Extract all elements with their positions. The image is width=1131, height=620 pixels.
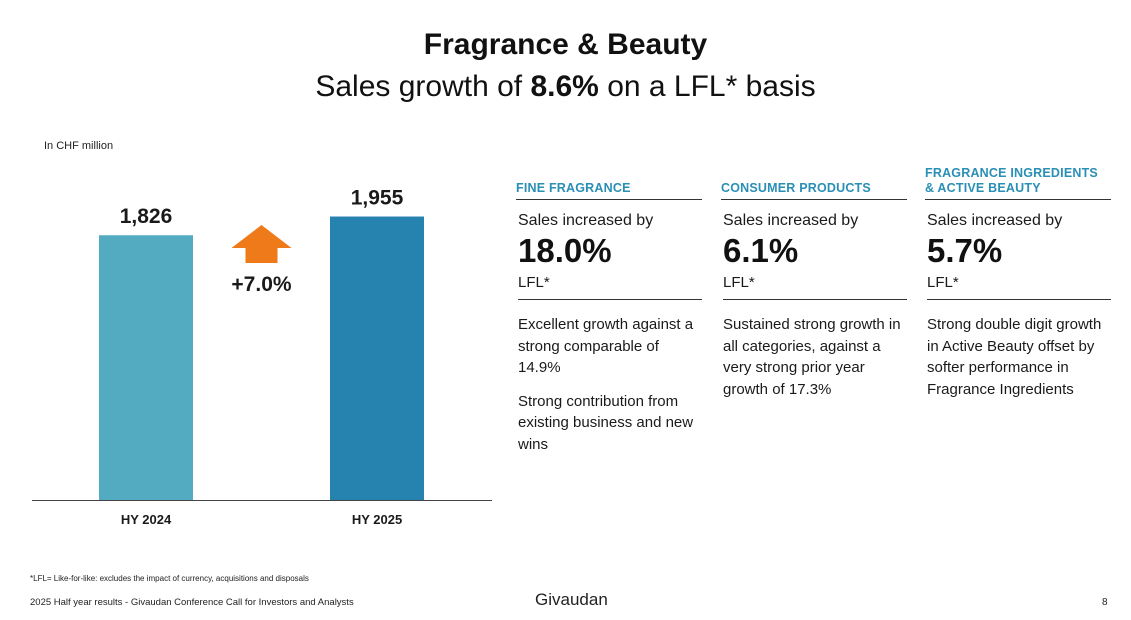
segment-basis: LFL* [723,274,907,300]
segment-description: Strong double digit growth in Active Bea… [927,314,1111,400]
segment-heading-lines: FRAGRANCE INGREDIENTS & ACTIVE BEAUTY [925,166,1098,196]
bar-value-label-0: 1,826 [120,205,173,228]
subtitle-prefix: Sales growth of [315,70,531,103]
segment-heading: FINE FRAGRANCE [516,160,702,200]
segment-description: Sustained strong growth in all categorie… [723,314,907,400]
segment-percent: 6.1% [723,232,799,269]
page-number: 8 [1102,597,1108,608]
bar-value-label-1: 1,955 [351,187,404,210]
growth-label: +7.0% [231,273,291,296]
page-subtitle: Sales growth of 8.6% on a LFL* basis [0,70,1131,104]
segment-percent: 5.7% [927,232,1003,269]
segment-heading: CONSUMER PRODUCTS [721,160,907,200]
segment-heading-line: & ACTIVE BEAUTY [925,181,1041,195]
unit-note: In CHF million [44,140,114,152]
footer-text: 2025 Half year results - Givaudan Confer… [30,597,354,608]
segment-basis: LFL* [927,274,1111,300]
segment-heading-line: CONSUMER PRODUCTS [721,181,871,195]
segment-heading-line: FRAGRANCE INGREDIENTS [925,166,1098,180]
segment-fragrance-ingredients: FRAGRANCE INGREDIENTS & ACTIVE BEAUTY Sal… [925,160,1111,412]
segment-increase-text: Sales increased by [927,212,1063,229]
sales-bar-chart: 1,826 HY 2024 1,955 HY 2025 +7.0% [32,187,492,527]
page-title: Fragrance & Beauty [423,28,708,61]
segment-fine-fragrance: FINE FRAGRANCE Sales increased by 18.0% … [516,160,702,467]
footnote: *LFL= Like-for-like: excludes the impact… [30,574,309,583]
subtitle-highlight: 8.6% [530,70,599,103]
segment-description-paragraph: Strong double digit growth in Active Bea… [927,316,1102,398]
segment-basis: LFL* [518,274,702,300]
segment-increase-text: Sales increased by [723,212,859,229]
segment-description: Excellent growth against a strong compar… [518,314,702,455]
growth-arrow-icon [231,225,292,263]
segment-heading: FRAGRANCE INGREDIENTS & ACTIVE BEAUTY [925,160,1111,200]
segment-description-paragraph: Strong contribution from existing busine… [518,392,694,453]
segment-heading-line: FINE FRAGRANCE [516,181,631,195]
x-tick-label-0: HY 2024 [121,512,172,527]
segment-consumer-products: CONSUMER PRODUCTS Sales increased by 6.1… [721,160,907,412]
subtitle-suffix: on a LFL* basis [598,70,816,103]
brand-logo: Givaudan [535,590,608,609]
bar-0 [99,235,193,500]
segment-description-paragraph: Sustained strong growth in all categorie… [723,316,901,398]
segment-heading-lines: FINE FRAGRANCE [516,181,631,196]
segment-heading-lines: CONSUMER PRODUCTS [721,181,871,196]
segment-percent: 18.0% [518,232,612,269]
segment-increase-text: Sales increased by [518,212,654,229]
x-tick-label-1: HY 2025 [352,512,402,527]
bar-1 [330,216,424,500]
segment-description-paragraph: Excellent growth against a strong compar… [518,316,694,376]
